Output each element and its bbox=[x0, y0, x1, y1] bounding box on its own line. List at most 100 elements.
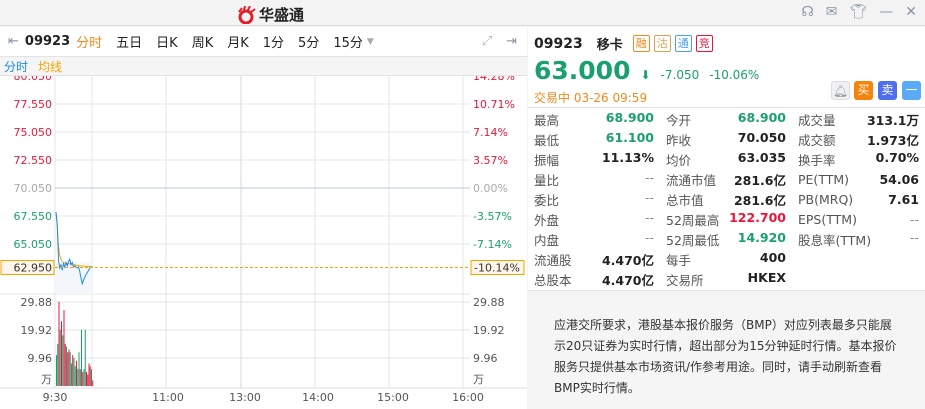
stat-value: 1.973亿 bbox=[866, 132, 919, 148]
price-tick: 70.050 bbox=[14, 182, 53, 195]
stat-cell: 振幅 11.13% bbox=[528, 150, 660, 169]
volume-unit: 万 bbox=[41, 373, 52, 386]
volume-bar bbox=[89, 366, 91, 386]
volume-bar bbox=[87, 374, 89, 386]
collapse-right-icon[interactable]: ⇥ bbox=[506, 34, 517, 49]
tab-1min[interactable]: 1分 bbox=[262, 36, 285, 51]
volume-bar bbox=[88, 363, 90, 386]
bell-icon[interactable]: 🔔︎ bbox=[831, 81, 850, 100]
app-title: 华盛通 bbox=[259, 6, 305, 24]
stat-label: PE(TTM) bbox=[798, 171, 850, 187]
volume-bar bbox=[77, 369, 79, 386]
arrow-down-icon: ⬇ bbox=[640, 68, 651, 82]
close-icon[interactable]: ✕ bbox=[905, 4, 917, 20]
app-logo: 华盛通 bbox=[236, 4, 304, 25]
sell-button[interactable]: 卖 bbox=[878, 81, 897, 100]
stat-label: 委比 bbox=[534, 192, 560, 208]
minimize-icon[interactable]: — bbox=[879, 4, 894, 20]
price-tick: 80.050 bbox=[14, 76, 53, 83]
stat-value: -- bbox=[909, 211, 919, 227]
volume-tick: 29.88 bbox=[473, 296, 505, 309]
time-tick: 15:00 bbox=[377, 391, 409, 404]
stat-cell: 成交额 1.973亿 bbox=[792, 130, 925, 149]
tab-5min[interactable]: 5分 bbox=[298, 36, 320, 51]
stat-label: 流通股 bbox=[534, 252, 572, 268]
stats-row: 总股本 4.470亿 交易所 HKEX bbox=[528, 269, 925, 289]
fullscreen-icon[interactable]: ⤢ bbox=[481, 34, 493, 49]
volume-bar bbox=[61, 321, 62, 386]
stats-row: 流通股 4.470亿 每手 400 bbox=[528, 249, 925, 269]
collapse-left-icon[interactable]: ⇤ bbox=[8, 34, 19, 49]
price-tick: 77.550 bbox=[14, 98, 53, 111]
price-tick: 75.050 bbox=[14, 126, 53, 139]
last-price: 63.000 bbox=[534, 56, 631, 85]
tab-15min[interactable]: 15分 bbox=[333, 36, 363, 51]
stat-cell: 每手 400 bbox=[660, 250, 792, 269]
intraday-chart[interactable]: 80.050 14.28% 77.550 10.71% 75.050 7.14% 72.55… bbox=[0, 76, 527, 409]
stat-label: 换手率 bbox=[798, 152, 836, 168]
stats-row: 最高 68.900 今开 68.900 成交量 313.1万 bbox=[528, 109, 925, 129]
headset-icon[interactable]: ☊ bbox=[801, 4, 814, 20]
mail-icon[interactable]: ✉ bbox=[825, 4, 838, 20]
volume-bar bbox=[58, 301, 60, 386]
stat-value: -- bbox=[909, 229, 919, 245]
shirt-icon[interactable]: 👕︎ bbox=[849, 4, 868, 20]
stat-value: HKEX bbox=[747, 269, 786, 285]
stat-cell: 最低 61.100 bbox=[528, 130, 660, 149]
volume-tick: 9.96 bbox=[28, 352, 53, 365]
chart-panel: ⇤ 09923 分时 五日 日K 周K 月K 1分 5分 15分 ▼ ⤢ ⇥ 分… bbox=[0, 27, 527, 409]
tab-monthly-k[interactable]: 月K bbox=[227, 36, 249, 51]
stat-value: 4.470亿 bbox=[601, 272, 654, 288]
volume-bar bbox=[91, 369, 92, 386]
price-tick: 67.550 bbox=[14, 210, 53, 223]
stat-cell: 52周最高 122.700 bbox=[660, 210, 792, 229]
trading-status: 交易中 03-26 09:59 bbox=[534, 91, 648, 105]
chevron-down-icon[interactable]: ▼ bbox=[366, 36, 374, 47]
stat-value: 4.470亿 bbox=[601, 252, 654, 268]
chart-toolbar: ⇤ 09923 分时 五日 日K 周K 月K 1分 5分 15分 ▼ ⤢ ⇥ bbox=[0, 27, 527, 57]
time-tick: 13:00 bbox=[229, 391, 261, 404]
volume-bar bbox=[69, 352, 71, 386]
stat-value: -- bbox=[644, 169, 654, 185]
legend-avg[interactable]: 均线 bbox=[38, 59, 63, 74]
stat-cell: 内盘 -- bbox=[528, 230, 660, 249]
stats-grid: 最高 68.900 今开 68.900 成交量 313.1万 最低 61.100 昨收 70.05… bbox=[528, 109, 925, 289]
time-tick: 14:00 bbox=[302, 391, 334, 404]
volume-bar bbox=[79, 369, 81, 386]
stat-label: 今开 bbox=[666, 112, 692, 128]
stat-label: 交易所 bbox=[666, 272, 704, 288]
legend-price[interactable]: 分时 bbox=[4, 59, 29, 74]
volume-bar bbox=[76, 360, 77, 386]
stat-label: 最低 bbox=[534, 132, 560, 148]
stat-cell: 换手率 0.70% bbox=[792, 150, 925, 169]
tab-weekly-k[interactable]: 周K bbox=[191, 36, 214, 51]
stat-value: 68.900 bbox=[605, 109, 654, 125]
volume-bar bbox=[57, 343, 59, 386]
volume-bar bbox=[68, 349, 70, 386]
title-bar: 华盛通 ☊ ✉ 👕︎ — ✕ bbox=[0, 0, 925, 26]
volume-bar bbox=[82, 371, 84, 386]
volume-tick: 29.88 bbox=[21, 296, 53, 309]
tab-daily-k[interactable]: 日K bbox=[156, 36, 178, 51]
more-button[interactable]: 一 bbox=[902, 81, 921, 100]
stat-value: 63.035 bbox=[737, 149, 786, 165]
stat-label: 昨收 bbox=[666, 132, 692, 148]
stat-cell: 均价 63.035 bbox=[660, 150, 792, 169]
tab-5day[interactable]: 五日 bbox=[116, 36, 143, 51]
stat-label: 外盘 bbox=[534, 212, 560, 228]
price-change: -7.050 bbox=[660, 68, 700, 82]
badge-auction: 竞 bbox=[695, 35, 713, 52]
price-tick: 72.550 bbox=[14, 154, 53, 167]
stat-value: 61.100 bbox=[605, 129, 654, 145]
stat-label: 均价 bbox=[666, 152, 692, 168]
stat-cell: 委比 -- bbox=[528, 190, 660, 209]
stat-label: 成交量 bbox=[798, 112, 836, 128]
volume-bar bbox=[86, 371, 87, 386]
stats-row: 振幅 11.13% 均价 63.035 换手率 0.70% bbox=[528, 149, 925, 169]
stat-cell: 52周最低 14.920 bbox=[660, 230, 792, 249]
volume-bar bbox=[72, 355, 74, 386]
tab-intraday[interactable]: 分时 bbox=[76, 36, 103, 51]
buy-button[interactable]: 买 bbox=[854, 81, 873, 100]
stat-label: 总市值 bbox=[666, 192, 704, 208]
volume-unit: 万 bbox=[473, 373, 484, 386]
